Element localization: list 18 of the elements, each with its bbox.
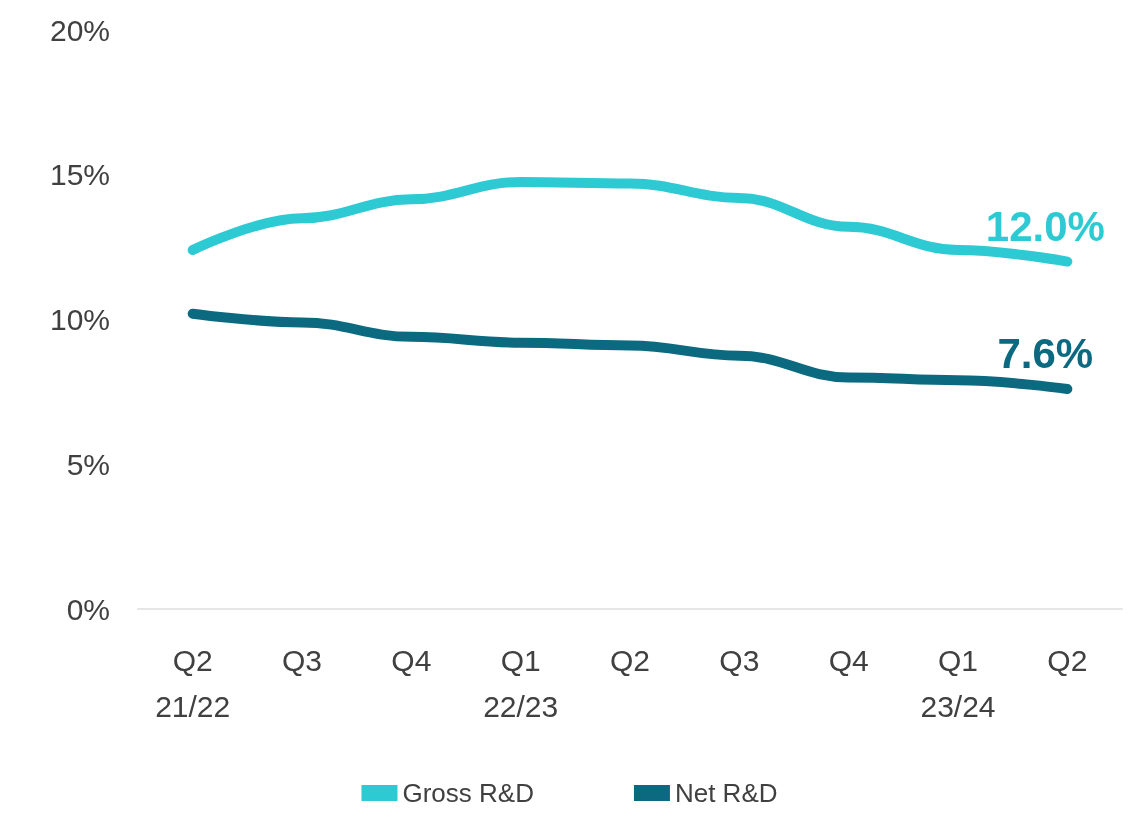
legend-label: Net R&D — [674, 778, 778, 808]
x-tick-label: Q2 — [609, 643, 651, 677]
y-tick-label: 15% — [49, 158, 110, 192]
x-tick-label: Q1 22/23 — [483, 643, 559, 723]
y-tick-label: 0% — [66, 592, 110, 626]
y-tick-label: 10% — [49, 303, 110, 336]
y-tick-label: 5% — [66, 447, 110, 481]
x-tick-label: Q4 — [391, 643, 432, 677]
x-tick-label: Q1 23/24 — [920, 643, 996, 723]
x-tick-label: Q2 21/22 — [155, 643, 231, 723]
y-tick-label: 20% — [49, 13, 110, 47]
data-label: 12.0% — [985, 203, 1105, 251]
x-tick-label: Q3 — [719, 643, 760, 677]
x-tick-label: Q4 — [828, 643, 869, 677]
x-tick-label: Q2 — [1047, 643, 1088, 677]
data-label: 7.6% — [997, 330, 1094, 378]
legend-label: Gross R&D — [402, 778, 534, 808]
x-tick-label: Q3 — [281, 643, 323, 677]
